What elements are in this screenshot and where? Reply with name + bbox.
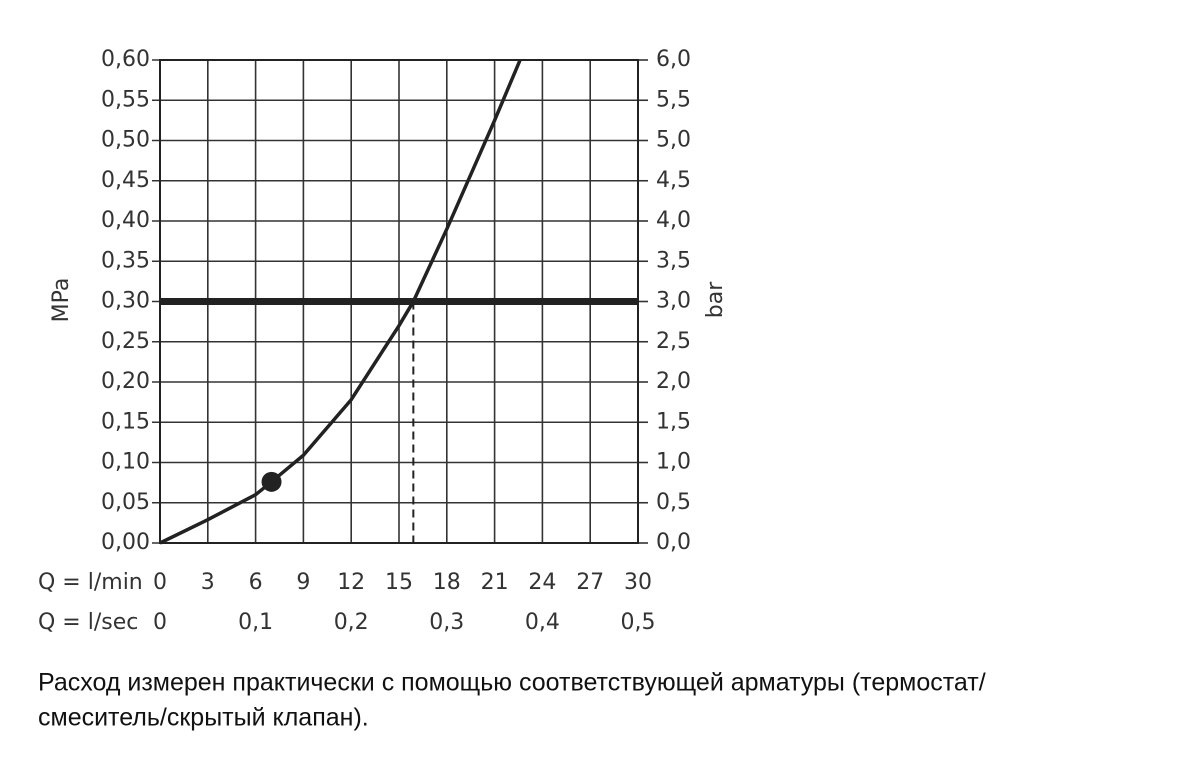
y2-tick-label: 0,0 — [656, 530, 691, 555]
y2-tick-label: 6,0 — [656, 47, 691, 72]
y2-tick-label: 4,0 — [656, 208, 691, 233]
x2-tick-label: 0 — [153, 610, 167, 635]
x-tick-label: 9 — [296, 570, 310, 595]
y-tick-label: 0,25 — [101, 329, 150, 354]
y-tick-label: 0,60 — [101, 47, 150, 72]
y-tick-label: 0,55 — [101, 87, 150, 112]
y-tick-label: 0,40 — [101, 208, 150, 233]
y2-tick-label: 5,0 — [656, 128, 691, 153]
x2-tick-label: 0,1 — [238, 610, 273, 635]
y-tick-label: 0,35 — [101, 248, 150, 273]
caption-line: смеситель/скрытый клапан). — [38, 704, 369, 732]
y-tick-label: 0,30 — [101, 289, 150, 314]
x-tick-label: 3 — [201, 570, 215, 595]
curve — [159, 59, 522, 545]
y-tick-label: 0,50 — [101, 128, 150, 153]
caption-line: Расход измерен практически с помощью соо… — [38, 669, 986, 697]
x2-axis-label: Q = l/sec — [38, 610, 138, 635]
x2-tick-label: 0,5 — [621, 610, 656, 635]
x-tick-label: 27 — [576, 570, 604, 595]
y2-axis-label: bar — [703, 281, 728, 318]
y2-tick-label: 2,5 — [656, 329, 691, 354]
x-tick-label: 24 — [528, 570, 556, 595]
y2-tick-label: 3,5 — [656, 248, 691, 273]
x2-tick-label: 0,3 — [429, 610, 464, 635]
y2-tick-label: 0,5 — [656, 490, 691, 515]
x-tick-label: 21 — [481, 570, 509, 595]
y2-tick-label: 1,0 — [656, 450, 691, 475]
y2-tick-label: 2,0 — [656, 369, 691, 394]
x2-tick-label: 0,4 — [525, 610, 560, 635]
x-tick-label: 30 — [624, 570, 652, 595]
x-tick-label: 12 — [337, 570, 365, 595]
y-tick-label: 0,10 — [101, 450, 150, 475]
y2-tick-label: 3,0 — [656, 289, 691, 314]
marker-dot — [261, 471, 282, 492]
y-tick-label: 0,20 — [101, 369, 150, 394]
x-tick-label: 15 — [385, 570, 413, 595]
y2-tick-label: 4,5 — [656, 168, 691, 193]
x-tick-label: 6 — [249, 570, 263, 595]
y-tick-label: 0,00 — [101, 530, 150, 555]
x-tick-label: 0 — [153, 570, 167, 595]
y-tick-label: 0,05 — [101, 490, 150, 515]
x-tick-label: 18 — [433, 570, 461, 595]
y-tick-label: 0,45 — [101, 168, 150, 193]
y2-tick-label: 5,5 — [656, 87, 691, 112]
y-tick-label: 0,15 — [101, 409, 150, 434]
y2-tick-label: 1,5 — [656, 409, 691, 434]
x2-tick-label: 0,2 — [334, 610, 369, 635]
y-axis-label: MPa — [49, 278, 74, 323]
x-axis-label: Q = l/min — [38, 570, 143, 595]
